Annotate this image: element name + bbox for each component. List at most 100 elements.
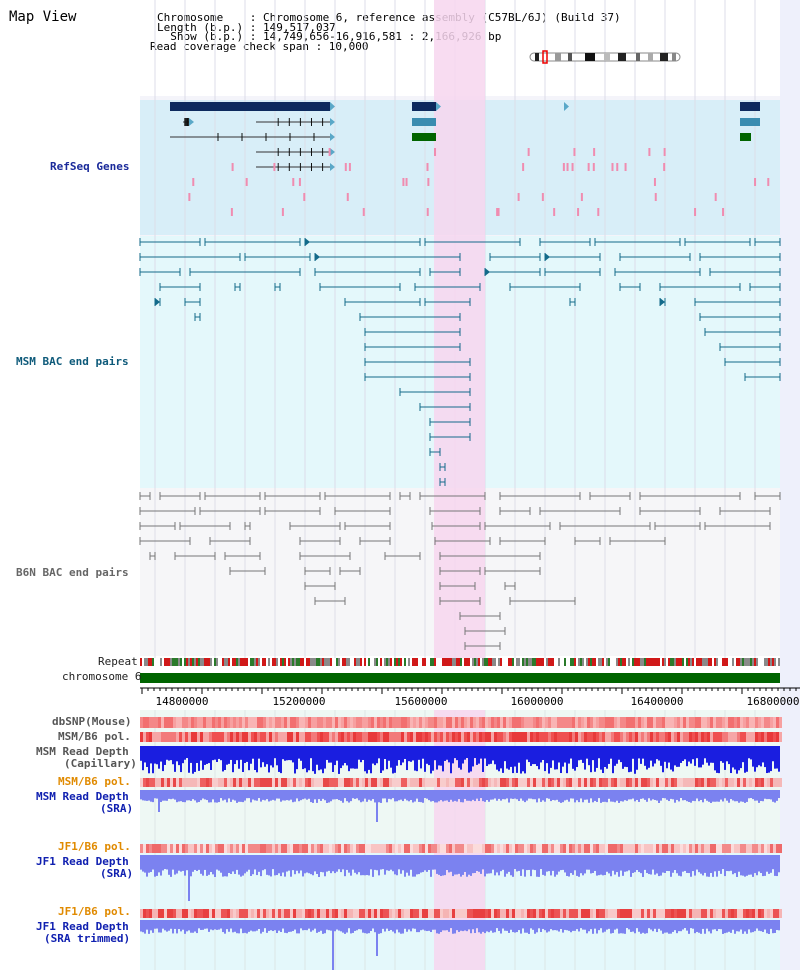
read-depth-bar	[680, 855, 682, 877]
b6n-bac-end-pairs[interactable]	[139, 492, 781, 650]
track-label-jf1-read-depth-trimmed[interactable]: JF1 Read Depth	[36, 920, 129, 933]
read-depth-bar	[268, 790, 270, 802]
polymorphism-cell	[713, 909, 716, 918]
track-label-msm-b6-pol-2[interactable]: MSM/B6 pol.	[58, 775, 131, 788]
polymorphism-cell	[251, 778, 254, 787]
polymorphism-cell	[650, 717, 653, 728]
repeat-cell	[294, 658, 296, 666]
repeat-cell	[324, 658, 326, 666]
read-depth-bar	[750, 746, 752, 760]
polymorphism-cell	[554, 732, 557, 742]
read-depth-bar	[676, 746, 678, 767]
repeat-cell	[420, 658, 422, 666]
read-depth-bar	[176, 790, 178, 803]
repeat-cell	[430, 658, 432, 666]
repeat-track[interactable]	[140, 658, 780, 666]
read-depth-bar	[346, 855, 348, 870]
gene-mark	[593, 148, 596, 156]
polymorphism-cell	[242, 778, 245, 787]
read-depth-bar	[160, 855, 162, 876]
polymorphism-cell	[296, 844, 299, 853]
read-depth-bar	[572, 855, 574, 875]
read-depth-bar	[656, 790, 658, 801]
read-depth-bar	[572, 790, 574, 799]
polymorphism-cell	[473, 732, 476, 742]
track-label-refseq-genes[interactable]: RefSeq Genes	[50, 160, 130, 173]
read-depth-bar	[170, 855, 172, 877]
chromosome-ideogram[interactable]	[529, 50, 681, 64]
polymorphism-and-depth-tracks[interactable]	[140, 717, 782, 970]
track-label-jf1-b6-pol-2[interactable]: JF1/B6 pol.	[58, 905, 131, 918]
polymorphism-cell	[521, 844, 524, 853]
chromosome-bar[interactable]	[140, 673, 780, 683]
gene-mark	[663, 148, 666, 156]
read-depth-bar	[336, 920, 338, 930]
polymorphism-cell	[443, 844, 446, 853]
polymorphism-cell	[275, 778, 278, 787]
polymorphism-cell	[683, 844, 686, 853]
polymorphism-cell	[293, 778, 296, 787]
polymorphism-cell	[293, 717, 296, 728]
repeat-cell	[620, 658, 622, 666]
read-depth-bar	[278, 746, 280, 772]
polymorphism-cell	[497, 778, 500, 787]
read-depth-bar	[270, 790, 272, 801]
read-depth-bar	[776, 920, 778, 931]
polymorphism-cell	[518, 732, 521, 742]
read-depth-bar	[652, 920, 654, 932]
read-depth-bar	[502, 746, 504, 773]
polymorphism-cell	[560, 778, 563, 787]
polymorphism-cell	[167, 717, 170, 728]
polymorphism-cell	[581, 717, 584, 728]
read-depth-bar	[330, 790, 332, 802]
repeat-cell	[748, 658, 750, 666]
polymorphism-cell	[593, 844, 596, 853]
polymorphism-cell	[653, 717, 656, 728]
track-label-jf1-b6-pol[interactable]: JF1/B6 pol.	[58, 840, 131, 853]
msm-bac-end-pairs[interactable]	[139, 238, 781, 486]
repeat-cell	[646, 658, 648, 666]
polymorphism-cell	[560, 909, 563, 918]
track-label-msm-read-depth-sra[interactable]: MSM Read Depth	[36, 790, 129, 803]
polymorphism-cell	[245, 909, 248, 918]
read-depth-bar	[444, 855, 446, 876]
track-label-jf1-read-depth[interactable]: JF1 Read Depth	[36, 855, 129, 868]
read-depth-bar	[258, 746, 260, 759]
track-label-chromosome[interactable]: chromosome 6	[62, 670, 142, 683]
polymorphism-cell	[449, 732, 452, 742]
read-depth-bar	[284, 920, 286, 933]
read-depth-bar	[522, 746, 524, 772]
track-label-b6n-bac[interactable]: B6N BAC end pairs	[16, 566, 129, 579]
highlight-region[interactable]	[434, 0, 485, 970]
gene-block	[412, 102, 436, 111]
read-depth-bar	[510, 790, 512, 799]
polymorphism-cell	[347, 717, 350, 728]
refseq-gene-features[interactable]	[170, 102, 770, 216]
read-depth-bar	[668, 790, 670, 802]
track-label-dbsnp[interactable]: dbSNP(Mouse)	[52, 715, 132, 728]
read-depth-bar	[576, 746, 578, 768]
track-label-msm-bac[interactable]: MSM BAC end pairs	[16, 355, 129, 368]
polymorphism-cell	[737, 732, 740, 742]
polymorphism-cell	[488, 778, 491, 787]
repeat-cell	[286, 658, 288, 666]
read-depth-bar	[434, 746, 436, 761]
read-depth-bar	[672, 746, 674, 772]
polymorphism-cell	[227, 717, 230, 728]
ideogram-position-marker	[542, 50, 548, 64]
repeat-cell	[308, 658, 310, 666]
gene-mark	[654, 193, 657, 201]
polymorphism-cell	[377, 717, 380, 728]
read-depth-bar	[618, 855, 620, 877]
read-depth-bar	[382, 746, 384, 771]
read-depth-bar	[580, 790, 582, 799]
track-label-msm-b6-pol[interactable]: MSM/B6 pol.	[58, 730, 131, 743]
track-label-repeat[interactable]: Repeat	[98, 655, 138, 668]
read-depth-bar	[736, 920, 738, 932]
polymorphism-cell	[380, 732, 383, 742]
polymorphism-cell	[743, 844, 746, 853]
read-depth-bar	[572, 746, 574, 769]
track-label-msm-read-depth-capillary[interactable]: MSM Read Depth	[36, 745, 129, 758]
read-depth-bar	[518, 746, 520, 763]
